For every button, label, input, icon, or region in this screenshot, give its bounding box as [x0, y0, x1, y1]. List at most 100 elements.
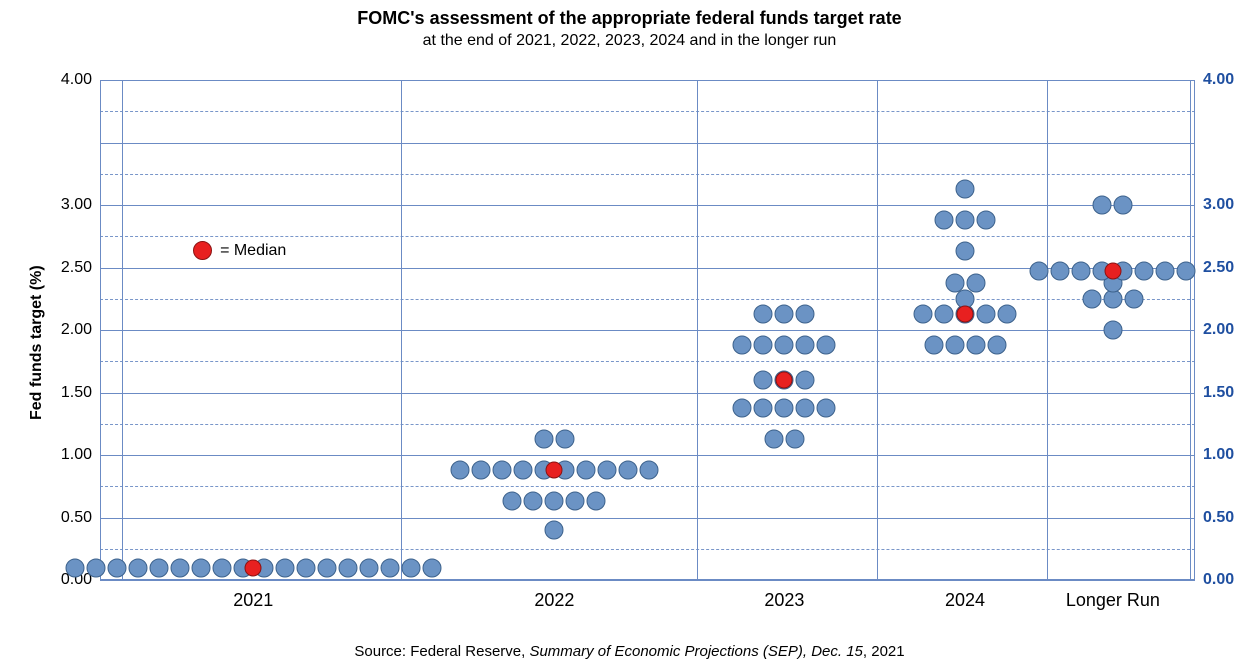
gridline-major: [100, 205, 1195, 206]
x-tick-label: 2021: [233, 580, 273, 611]
projection-dot: [966, 273, 985, 292]
y-tick-label-left: 0.50: [61, 509, 100, 527]
source-italic: Summary of Economic Projections (SEP), D…: [529, 643, 862, 660]
projection-dot: [1156, 262, 1175, 281]
projection-dot: [107, 558, 126, 577]
projection-dot: [775, 304, 794, 323]
projection-dot: [956, 242, 975, 261]
gridline-minor: [100, 174, 1195, 175]
vgridline: [877, 80, 878, 580]
projection-dot: [977, 304, 996, 323]
source-caption: Source: Federal Reserve, Summary of Econ…: [0, 643, 1259, 660]
projection-dot: [764, 429, 783, 448]
projection-dot: [945, 336, 964, 355]
projection-dot: [359, 558, 378, 577]
projection-dot: [149, 558, 168, 577]
median-dot: [1104, 263, 1121, 280]
projection-dot: [618, 461, 637, 480]
projection-dot: [956, 211, 975, 230]
gridline-minor: [100, 111, 1195, 112]
projection-dot: [1030, 262, 1049, 281]
y-tick-label-right: 1.50: [1195, 384, 1234, 402]
projection-dot: [401, 558, 420, 577]
y-tick-label-right: 0.50: [1195, 509, 1234, 527]
projection-dot: [977, 211, 996, 230]
projection-dot: [86, 558, 105, 577]
projection-dot: [587, 492, 606, 511]
projection-dot: [796, 398, 815, 417]
median-dot: [957, 305, 974, 322]
gridline-minor: [100, 299, 1195, 300]
projection-dot: [987, 336, 1006, 355]
projection-dot: [492, 461, 511, 480]
gridline-minor: [100, 236, 1195, 237]
projection-dot: [924, 336, 943, 355]
projection-dot: [422, 558, 441, 577]
vgridline: [697, 80, 698, 580]
y-tick-label-left: 3.00: [61, 196, 100, 214]
chart-title: FOMC's assessment of the appropriate fed…: [0, 8, 1259, 29]
projection-dot: [775, 336, 794, 355]
projection-dot: [796, 304, 815, 323]
projection-dot: [513, 461, 532, 480]
projection-dot: [275, 558, 294, 577]
y-tick-label-right: 4.00: [1195, 71, 1234, 89]
vgridline: [122, 80, 123, 580]
y-tick-label-right: 1.00: [1195, 446, 1234, 464]
projection-dot: [338, 558, 357, 577]
gridline-major: [100, 455, 1195, 456]
projection-dot: [1114, 196, 1133, 215]
gridline-major: [100, 518, 1195, 519]
projection-dot: [1093, 196, 1112, 215]
projection-dot: [597, 461, 616, 480]
projection-dot: [1124, 289, 1143, 308]
projection-dot: [935, 304, 954, 323]
y-tick-label-right: 2.00: [1195, 321, 1234, 339]
projection-dot: [296, 558, 315, 577]
projection-dot: [733, 398, 752, 417]
projection-dot: [450, 461, 469, 480]
projection-dot: [754, 371, 773, 390]
y-tick-label-right: 3.00: [1195, 196, 1234, 214]
y-tick-label-left: 4.00: [61, 71, 100, 89]
projection-dot: [545, 521, 564, 540]
x-tick-label: 2024: [945, 580, 985, 611]
projection-dot: [128, 558, 147, 577]
vgridline: [1190, 80, 1191, 580]
gridline-major: [100, 330, 1195, 331]
projection-dot: [1135, 262, 1154, 281]
gridline-major: [100, 143, 1195, 144]
projection-dot: [1177, 262, 1196, 281]
projection-dot: [945, 273, 964, 292]
projection-dot: [65, 558, 84, 577]
projection-dot: [317, 558, 336, 577]
gridline-major: [100, 393, 1195, 394]
projection-dot: [785, 429, 804, 448]
gridline-minor: [100, 486, 1195, 487]
projection-dot: [935, 211, 954, 230]
x-tick-label: 2023: [764, 580, 804, 611]
gridline-minor: [100, 549, 1195, 550]
projection-dot: [754, 336, 773, 355]
plot-area: 0.000.000.500.501.001.001.501.502.002.00…: [100, 80, 1195, 580]
chart-subtitle: at the end of 2021, 2022, 2023, 2024 and…: [0, 32, 1259, 50]
legend: = Median: [193, 241, 286, 260]
y-tick-label-right: 0.00: [1195, 571, 1234, 589]
vgridline: [401, 80, 402, 580]
projection-dot: [817, 336, 836, 355]
projection-dot: [775, 398, 794, 417]
median-dot: [546, 462, 563, 479]
gridline-minor: [100, 361, 1195, 362]
x-tick-label: Longer Run: [1066, 580, 1160, 611]
projection-dot: [380, 558, 399, 577]
projection-dot: [796, 336, 815, 355]
projection-dot: [998, 304, 1017, 323]
projection-dot: [639, 461, 658, 480]
source-prefix: Source: Federal Reserve,: [354, 643, 529, 660]
projection-dot: [796, 371, 815, 390]
projection-dot: [555, 429, 574, 448]
projection-dot: [1051, 262, 1070, 281]
vgridline: [1047, 80, 1048, 580]
source-suffix: , 2021: [863, 643, 905, 660]
projection-dot: [754, 304, 773, 323]
